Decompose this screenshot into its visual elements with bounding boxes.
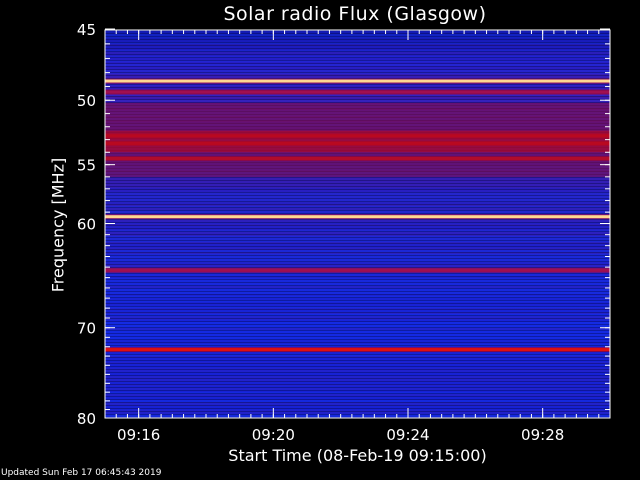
frequency-band [105,79,610,83]
y-tick-label: 60 [77,216,96,234]
chart-title: Solar radio Flux (Glasgow) [223,3,487,25]
x-tick-label: 09:16 [117,426,160,444]
y-tick-label: 70 [77,320,96,338]
frequency-band [105,268,610,272]
y-tick-label: 45 [77,21,96,39]
x-axis-label: Start Time (08-Feb-19 09:15:00) [228,446,487,465]
x-tick-label: 09:28 [521,426,564,444]
frequency-band [105,90,610,94]
striation-overlay [105,30,610,418]
x-tick-label: 09:20 [252,426,295,444]
update-timestamp: Updated Sun Feb 17 06:45:43 2019 [1,468,162,478]
axes: 45 50 55 60 70 80 09:16 09:20 09:24 09:28 [77,21,611,444]
frequency-band [105,348,610,352]
plot-area [105,30,610,418]
y-axis-label: Frequency [MHz] [48,157,68,293]
high-flux-core [105,130,610,153]
y-tick-label: 80 [77,410,96,428]
y-tick-label: 50 [77,92,96,110]
x-tick-label: 09:24 [386,426,429,444]
frequency-band [105,215,610,219]
y-tick-label: 55 [77,157,96,175]
